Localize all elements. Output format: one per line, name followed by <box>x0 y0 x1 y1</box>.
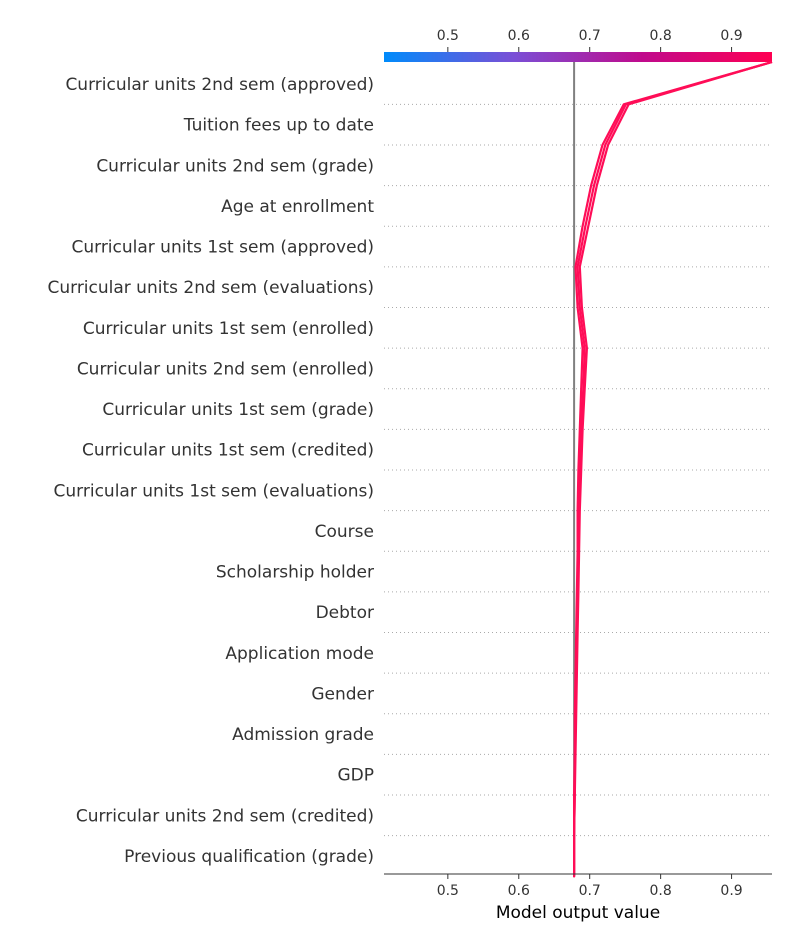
x-tick-label: 0.6 <box>508 883 530 899</box>
colorbar-tick-label: 0.7 <box>579 28 601 44</box>
colorbar-tick-label: 0.5 <box>437 28 459 44</box>
feature-label: Debtor <box>316 603 374 623</box>
feature-label: Curricular units 2nd sem (evaluations) <box>47 278 374 298</box>
x-tick-label: 0.8 <box>650 883 672 899</box>
feature-label: Application mode <box>225 644 374 664</box>
feature-label: Curricular units 2nd sem (enrolled) <box>77 359 374 379</box>
x-tick-label: 0.9 <box>720 883 742 899</box>
x-axis: 0.5 0.6 0.7 0.8 0.9 <box>384 873 772 899</box>
feature-labels: Curricular units 2nd sem (approved) Tuiti… <box>47 75 374 867</box>
feature-label: Course <box>315 522 374 542</box>
decision-lines <box>572 60 773 878</box>
x-axis-title: Model output value <box>496 903 660 923</box>
feature-label: Curricular units 1st sem (approved) <box>71 238 374 258</box>
feature-label: Age at enrollment <box>221 197 374 217</box>
colorbar-gradient <box>384 52 772 62</box>
colorbar-tick-label: 0.8 <box>650 28 672 44</box>
x-tick-label: 0.5 <box>437 883 459 899</box>
gridlines <box>384 103 772 837</box>
feature-label: Previous qualification (grade) <box>124 847 374 867</box>
colorbar: 0.5 0.6 0.7 0.8 0.9 <box>384 28 772 62</box>
feature-label: GDP <box>337 766 374 786</box>
feature-label: Curricular units 1st sem (enrolled) <box>83 319 374 339</box>
feature-label: Scholarship holder <box>216 563 374 583</box>
feature-label: Curricular units 2nd sem (grade) <box>96 156 374 176</box>
colorbar-tick-label: 0.6 <box>508 28 530 44</box>
feature-label: Curricular units 1st sem (grade) <box>102 400 374 420</box>
feature-label: Curricular units 2nd sem (approved) <box>65 75 374 95</box>
feature-label: Curricular units 2nd sem (credited) <box>76 806 374 826</box>
feature-label: Admission grade <box>232 725 374 745</box>
decision-line <box>572 60 773 878</box>
x-tick-label: 0.7 <box>579 883 601 899</box>
feature-label: Tuition fees up to date <box>183 116 374 136</box>
feature-label: Curricular units 1st sem (evaluations) <box>54 481 374 501</box>
decision-line <box>572 60 773 878</box>
colorbar-tick-label: 0.9 <box>720 28 742 44</box>
decision-line <box>572 60 773 878</box>
feature-label: Gender <box>311 684 374 704</box>
feature-label: Curricular units 1st sem (credited) <box>82 441 374 461</box>
